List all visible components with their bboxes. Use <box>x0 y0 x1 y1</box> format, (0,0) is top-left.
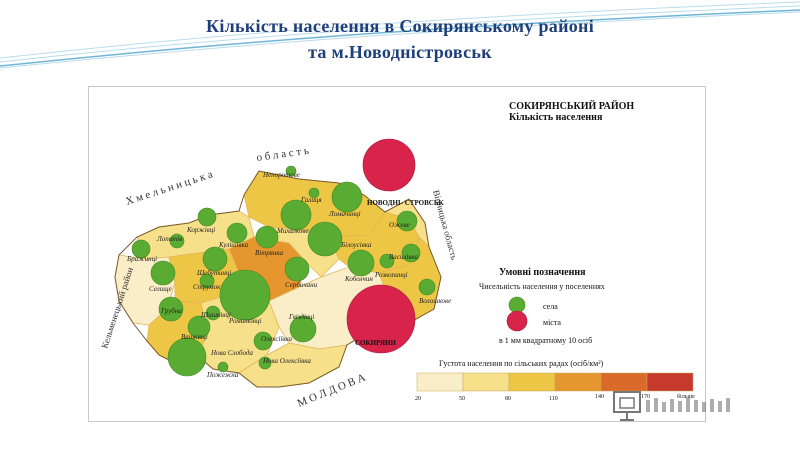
population-map: Х м е л ь н и ц ь к а о б л а с т ь Кель… <box>99 100 695 410</box>
density-bin-6 <box>646 372 694 392</box>
label-hvizdivtsi: Гвіздівці <box>288 313 314 321</box>
marker-mykhalkove <box>280 199 312 231</box>
density-bin-2 <box>462 372 510 392</box>
map-frame: Х м е л ь н и ц ь к а о б л а с т ь Кель… <box>88 86 706 422</box>
label-kulishivka: Кулішівка <box>218 241 249 249</box>
legend-village-swatch <box>508 296 526 314</box>
city-markers <box>346 138 416 354</box>
marker-rozkopyntsi <box>379 253 395 269</box>
marker-nova-sloboda <box>167 337 207 377</box>
legend-village-label: села <box>543 302 558 311</box>
marker-novodnistrovsk <box>362 138 416 192</box>
label-hrubna: Грубна <box>160 307 182 315</box>
label-oleksiivka: Олексіївка <box>261 335 293 343</box>
map-header-line2: Кількість населення <box>509 112 603 123</box>
marker-vitrianka <box>255 225 279 249</box>
density-bin-4 <box>554 372 602 392</box>
marker-hvizdivtsi <box>289 315 317 343</box>
label-lomachyntsi: Ломачинці <box>328 210 361 218</box>
legend: Умовні позначення Чисельність населення … <box>479 267 605 345</box>
label-pozhezhna: Пожежна <box>206 371 239 379</box>
marker-oleksiivka <box>253 331 273 351</box>
density-tick-170: 170 <box>641 394 650 400</box>
label-strumok: Струмок <box>193 283 221 291</box>
marker-sokyriany <box>346 284 416 354</box>
label-vitrianka: Вітрянка <box>255 249 284 257</box>
density-tick-more: більше <box>677 393 695 400</box>
marker-lopativ <box>169 233 185 249</box>
marker-romankivtsi <box>219 269 271 321</box>
marker-shebutyntsi <box>202 246 228 272</box>
label-nova-sloboda: Нова Слобода <box>210 349 253 357</box>
label-shebutyntsi: Шебутинці <box>196 269 231 277</box>
slide-title-line1: Кількість населення в Сокирянському райо… <box>205 16 595 36</box>
marker-vashkivtsi <box>187 315 211 339</box>
legend-title: Умовні позначення <box>499 267 586 278</box>
label-ozheve: Ожеве <box>389 221 410 229</box>
marker-lomachyntsi <box>331 181 363 213</box>
marker-bilousivka <box>307 221 343 257</box>
label-khmelnytska-2: о б л а с т ь <box>256 145 310 164</box>
density-tick-20: 20 <box>415 396 421 402</box>
label-brazhyntsi: Бражинці <box>126 255 157 263</box>
marker-kulishivka <box>226 222 248 244</box>
marker-halytsia <box>308 187 320 199</box>
label-nepo: Непоротове <box>262 171 300 179</box>
density-tick-50: 50 <box>459 396 465 402</box>
legend-subtitle: Чисельність населення у поселеннях <box>479 282 605 291</box>
marker-pozhezhna <box>217 361 229 373</box>
marker-nova-oleksiivka <box>258 356 272 370</box>
label-romankivtsi: Романківці <box>228 317 261 325</box>
marker-brazhyntsi <box>131 239 151 259</box>
label-rozkopyntsi: Розкопинці <box>374 271 408 279</box>
label-lopativ: Лопатів <box>156 235 182 243</box>
label-sokyriany: СОКИРЯНИ <box>355 339 396 347</box>
marker-vasylivka <box>401 243 421 263</box>
label-bilousivka: Білоусівка <box>340 241 372 249</box>
marker-hrubna <box>158 296 184 322</box>
label-korzhivtsi: Коржівці <box>186 226 215 234</box>
density-tick-80: 80 <box>505 396 511 402</box>
legend-city-label: міста <box>543 318 561 327</box>
marker-voloshkove <box>418 278 436 296</box>
city-labels: НОВОДНІ- СТРОВСЬК СОКИРЯНИ <box>355 199 444 347</box>
slide-decoration <box>0 1 800 69</box>
label-shyshkivtsi: Шишківці <box>200 311 231 319</box>
label-vashkivtsi: Вашківці <box>181 333 208 341</box>
presentation-watermark-icon <box>613 391 730 421</box>
label-vasylivka: Василівка <box>389 253 419 261</box>
slide-title-line2: та м.Новодністровськ <box>308 42 492 62</box>
legend-city-swatch <box>506 310 528 332</box>
label-novodnistrovsk: НОВОДНІ- СТРОВСЬК <box>367 199 444 207</box>
label-nova-oleksiivka: Нова Олексіївка <box>262 357 311 365</box>
label-voloshkove: Волошкове <box>419 297 451 305</box>
label-serbychany: Сербичани <box>285 281 318 289</box>
marker-selyshche <box>150 260 176 286</box>
label-selyshche: Селище <box>149 285 172 293</box>
density-bin-3 <box>508 372 556 392</box>
village-markers <box>131 165 436 377</box>
label-halytsia: Галиця <box>300 196 322 204</box>
settlement-labels: Непоротове Галиця Ломачинці Коржівці Кул… <box>126 171 451 379</box>
density-bin-1 <box>416 372 464 392</box>
density-scale: Густота населення по сільських радах (ос… <box>415 359 695 402</box>
label-khmelnytska-1: Х м е л ь н и ц ь к а <box>124 168 214 207</box>
marker-kobolchyn <box>347 249 375 277</box>
density-tick-140: 140 <box>595 394 604 400</box>
marker-ozheve <box>396 210 418 232</box>
marker-serbychany <box>284 256 310 282</box>
legend-scale-note: в 1 мм квадратному 10 осіб <box>499 336 592 345</box>
marker-nepo <box>285 165 297 177</box>
label-kobolchyn: Коболчин <box>344 275 373 283</box>
density-tick-110: 110 <box>549 396 558 402</box>
marker-korzhivtsi <box>197 207 217 227</box>
marker-shyshkivtsi <box>205 305 221 321</box>
density-scale-title: Густота населення по сільських радах (ос… <box>439 359 604 368</box>
marker-strumok <box>199 273 215 289</box>
map-header-line1: СОКИРЯНСЬКИЙ РАЙОН <box>509 100 634 112</box>
label-mykhalkove: Михалкове <box>276 227 309 235</box>
